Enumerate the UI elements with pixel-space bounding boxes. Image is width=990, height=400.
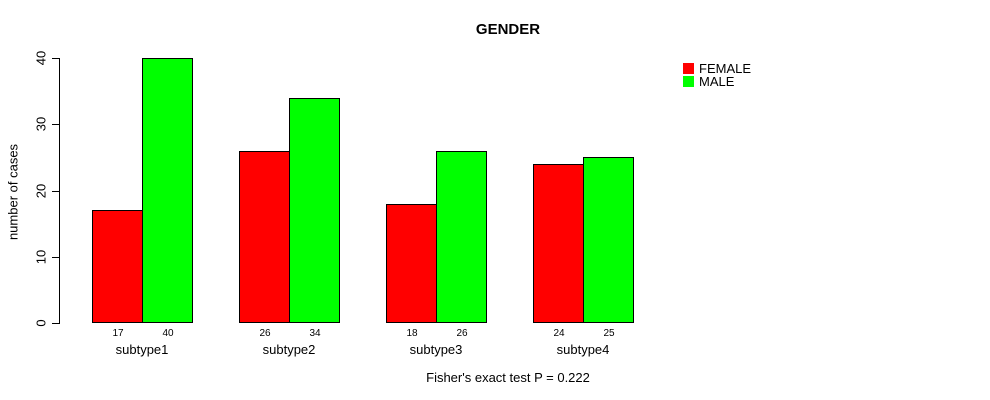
y-axis-tick <box>52 191 59 192</box>
bar-female-subtype4 <box>533 164 584 323</box>
legend-item-male: MALE <box>683 74 751 89</box>
bar-male-subtype3 <box>436 151 487 323</box>
bar-value-label-female-subtype4: 24 <box>553 328 565 339</box>
chart-title: GENDER <box>475 21 541 38</box>
bar-male-subtype2 <box>289 98 340 323</box>
y-axis-tick <box>52 124 59 125</box>
bar-value-label-female-subtype1: 17 <box>112 328 124 339</box>
bar-male-subtype1 <box>142 58 193 323</box>
x-category-label-subtype4: subtype4 <box>556 342 610 357</box>
y-axis-tick <box>52 257 59 258</box>
caption-fisher-test: Fisher's exact test P = 0.222 <box>426 370 590 385</box>
bar-value-label-male-subtype2: 34 <box>309 328 321 339</box>
y-axis-tick <box>52 323 59 324</box>
y-axis-tick-label: 10 <box>33 249 49 265</box>
y-axis-tick-label: 20 <box>33 183 49 199</box>
bar-value-label-male-subtype1: 40 <box>162 328 174 339</box>
legend: FEMALE MALE <box>683 61 752 89</box>
y-axis-tick <box>52 58 59 59</box>
bar-value-label-male-subtype4: 25 <box>603 328 615 339</box>
bar-female-subtype2 <box>239 151 290 323</box>
y-axis-tick-label: 30 <box>33 116 49 132</box>
x-category-label-subtype3: subtype3 <box>409 342 463 357</box>
legend-item-female: FEMALE <box>683 61 752 76</box>
legend-swatch-female <box>683 63 694 74</box>
x-category-label-subtype1: subtype1 <box>115 342 169 357</box>
legend-swatch-male <box>683 76 694 87</box>
y-axis-tick-label: 40 <box>33 50 49 66</box>
legend-label-male: MALE <box>699 74 735 89</box>
legend-label-female: FEMALE <box>699 61 752 76</box>
bar-female-subtype3 <box>386 204 437 323</box>
y-axis-tick-label: 0 <box>33 319 49 327</box>
bar-female-subtype1 <box>92 210 143 323</box>
y-axis-line <box>59 58 60 324</box>
y-axis-label: number of cases <box>5 143 21 241</box>
bar-value-label-female-subtype3: 18 <box>406 328 418 339</box>
bar-value-label-male-subtype3: 26 <box>456 328 468 339</box>
x-category-label-subtype2: subtype2 <box>262 342 316 357</box>
bar-male-subtype4 <box>583 157 634 323</box>
bar-value-label-female-subtype2: 26 <box>259 328 271 339</box>
